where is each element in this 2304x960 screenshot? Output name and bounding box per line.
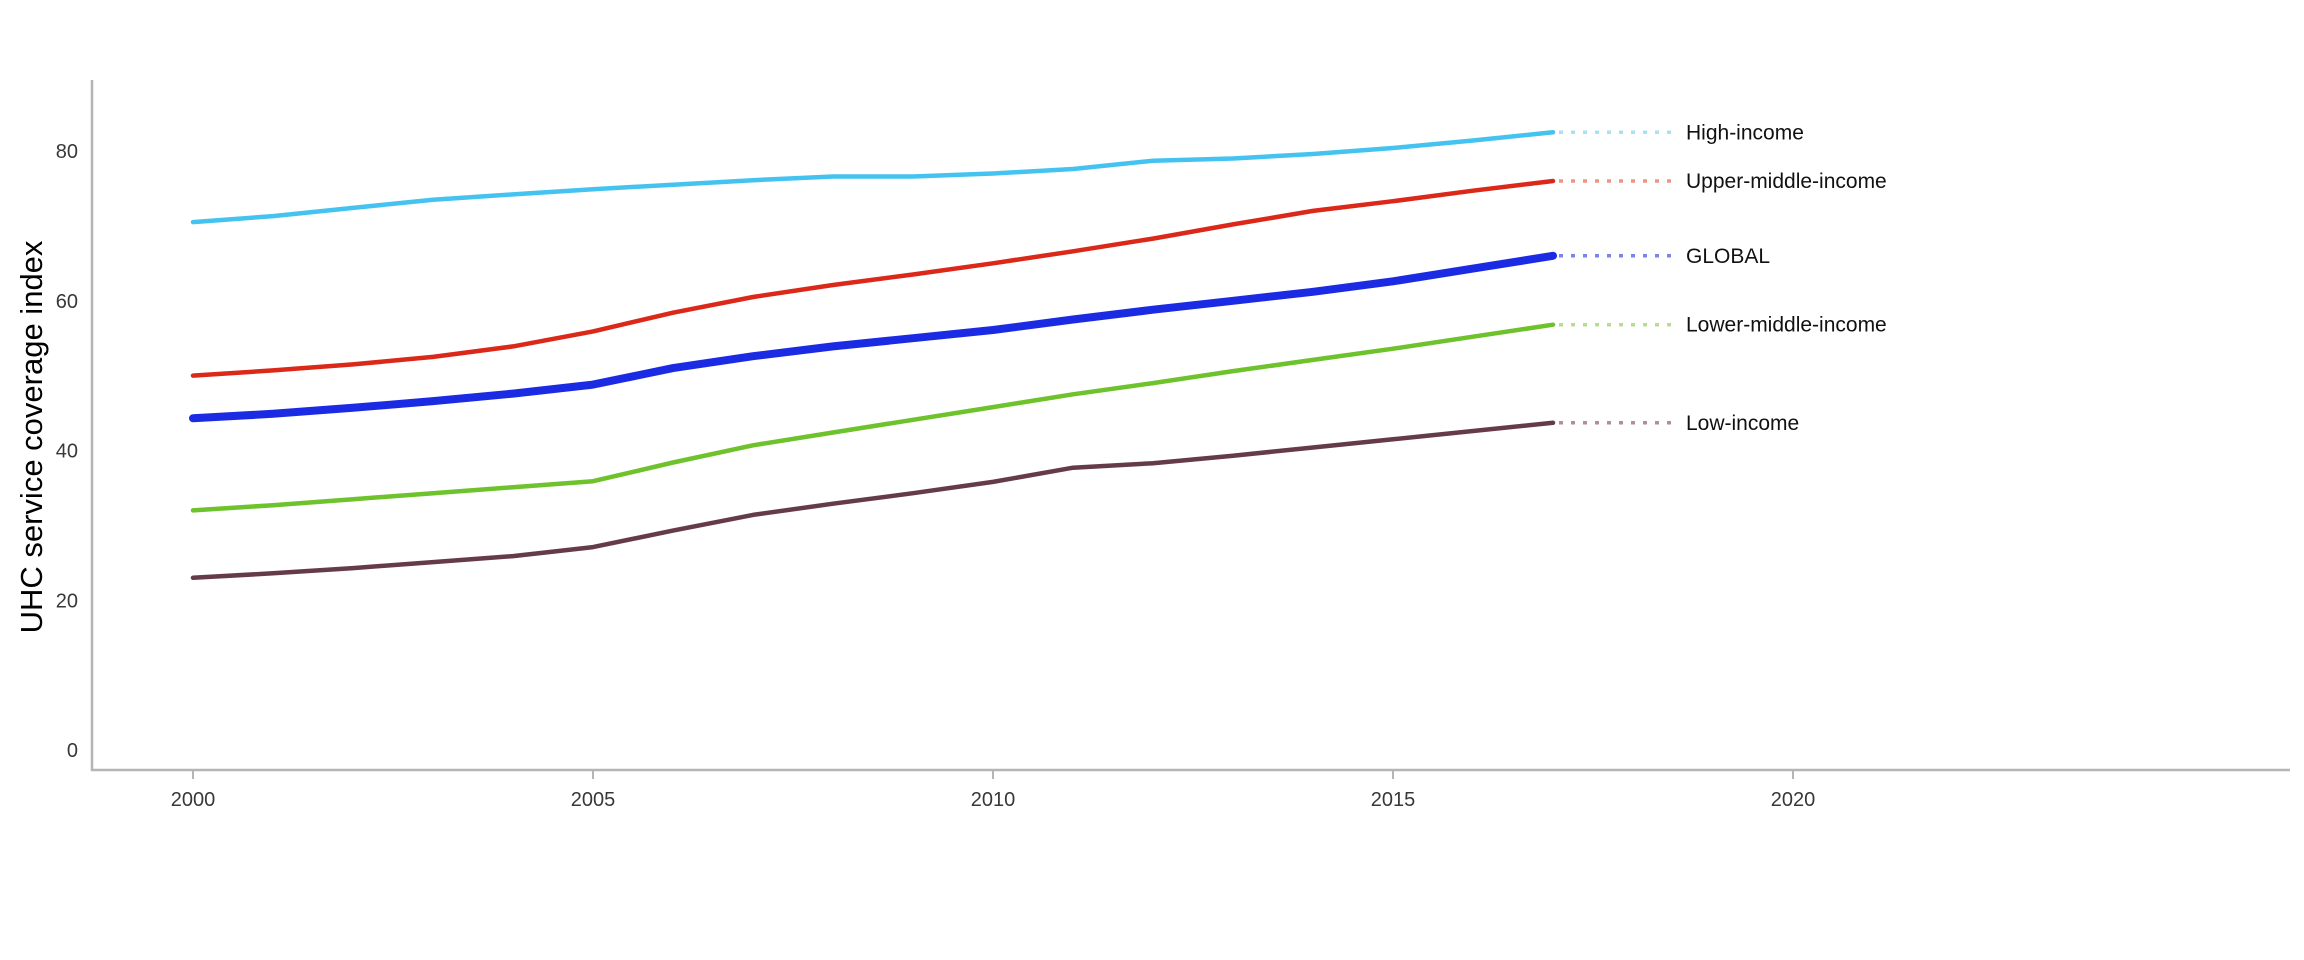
x-tick-label: 2020 — [1771, 789, 1816, 811]
series-line-lower-middle-income — [190, 322, 1556, 513]
series-line-high-income — [190, 130, 1556, 225]
x-tick-label: 2005 — [571, 789, 616, 811]
axis-lines — [90, 80, 2290, 772]
series-lines — [189, 130, 1557, 581]
series-label-high-income: High-income — [1686, 121, 1804, 144]
y-tick-label: 60 — [56, 291, 78, 313]
axis-ticks: 2000 2005 2010 2015 2020 0 20 40 60 80 — [56, 141, 1816, 811]
series-label-global: GLOBAL — [1686, 245, 1770, 268]
x-tick-label: 2010 — [971, 789, 1016, 811]
y-tick-label: 40 — [56, 441, 78, 463]
x-tick-label: 2015 — [1371, 789, 1416, 811]
series-line-low-income — [190, 420, 1556, 581]
y-axis-title: UHC service coverage index — [14, 240, 49, 633]
y-tick-label: 20 — [56, 590, 78, 612]
series-line-global — [189, 251, 1557, 423]
label-leader-lines — [1559, 130, 1678, 425]
series-label-upper-middle-income: Upper-middle-income — [1686, 170, 1887, 193]
axes — [90, 80, 2290, 772]
x-tick-label: 2000 — [171, 789, 216, 811]
series-line-upper-middle-income — [190, 178, 1556, 378]
series-label-lower-middle-income: Lower-middle-income — [1686, 314, 1887, 337]
series-label-low-income: Low-income — [1686, 412, 1799, 435]
series-labels: High-income Upper-middle-income GLOBAL Lowe… — [1686, 121, 1887, 435]
y-tick-label: 80 — [56, 141, 78, 163]
y-tick-label: 0 — [67, 740, 78, 762]
